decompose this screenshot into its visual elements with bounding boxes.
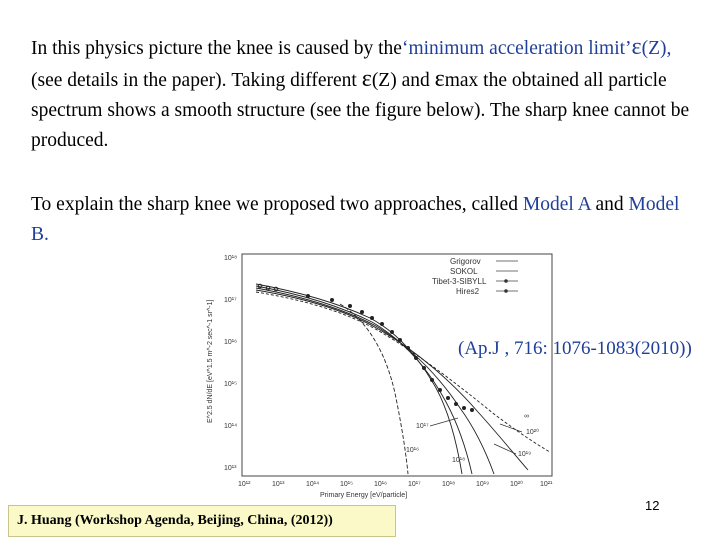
x-tick: 10¹²: [238, 481, 251, 488]
page-number: 12: [645, 498, 660, 513]
model-b-text: Model B: [31, 194, 680, 245]
legend-item: Tibet-3-SIBYLL: [432, 277, 487, 286]
curve-label: 10¹⁹: [518, 451, 531, 458]
curve-label: 10¹⁷: [416, 423, 429, 430]
footer-box: J. Huang (Workshop Agenda, Beijing, Chin…: [8, 505, 396, 537]
p1-term-min-accel: ‘minimum acceleration limit’: [401, 38, 632, 59]
x-tick: 10¹⁴: [306, 481, 319, 488]
curve-labels: 10¹⁷ 10²⁰ ∞ 10¹⁹ 10¹⁸ 10¹⁶: [406, 413, 539, 464]
x-tick: 10²¹: [540, 481, 553, 488]
p1-text-d: (see details in the paper). Taking diffe…: [31, 70, 362, 91]
paragraph-models: To explain the sharp knee we proposed tw…: [31, 190, 691, 250]
citation-annotation: (Ap.J , 716: 1076-1083(2010)): [458, 338, 692, 359]
data-points: [257, 283, 474, 412]
p1-text-e: (Z) and: [371, 70, 435, 91]
plot-frame: [241, 253, 553, 477]
p1-text-a: In this physics picture the knee is caus…: [31, 38, 402, 59]
y-axis-label: E^2.5 dN/dE [eV^1.5 m^-2 sec^-1 sr^-1]: [207, 300, 214, 423]
paragraph-knee-explanation: In this physics picture the knee is caus…: [31, 32, 701, 156]
p2-and: and: [590, 194, 629, 215]
p2-text-a: To explain the sharp knee we proposed tw…: [31, 194, 523, 215]
p1-term-z: (Z),: [641, 38, 672, 59]
y-tick: 10¹⁷: [224, 297, 237, 304]
x-axis-label: Primary Energy [eV/particle]: [320, 492, 407, 499]
curve-label: ∞: [524, 413, 529, 420]
y-tick: 10¹⁶: [224, 339, 237, 346]
curve-label: 10¹⁶: [406, 447, 419, 454]
x-tick: 10¹³: [272, 481, 285, 488]
legend-item: Hires2: [456, 287, 480, 296]
x-tick: 10¹⁹: [476, 481, 489, 488]
spectrum-figure: 10¹⁸ 10¹⁷ 10¹⁶ 10¹⁵ 10¹⁴ 10¹³ 10¹² 10¹³ …: [200, 248, 560, 500]
x-tick: 10¹⁸: [442, 481, 455, 488]
x-tick: 10¹⁶: [374, 481, 387, 488]
p2-dot: .: [44, 224, 49, 245]
y-tick: 10¹⁴: [224, 423, 237, 430]
x-tick: 10¹⁵: [340, 481, 353, 488]
x-tick: 10¹⁷: [408, 481, 421, 488]
x-tick: 10²⁰: [510, 480, 523, 488]
y-tick: 10¹³: [224, 465, 237, 472]
curve-label: 10²⁰: [526, 428, 539, 436]
epsilon-symbol: ε: [361, 66, 372, 92]
legend-item: Grigorov: [450, 257, 481, 266]
legend-item: SOKOL: [450, 267, 478, 276]
spectrum-plot: 10¹⁸ 10¹⁷ 10¹⁶ 10¹⁵ 10¹⁴ 10¹³ 10¹² 10¹³ …: [207, 253, 553, 499]
x-tick-labels: 10¹² 10¹³ 10¹⁴ 10¹⁵ 10¹⁶ 10¹⁷ 10¹⁸ 10¹⁹ …: [238, 480, 553, 488]
y-tick: 10¹⁵: [224, 381, 237, 388]
epsilon-symbol: ε: [434, 66, 445, 92]
curve-label: 10¹⁸: [452, 457, 465, 464]
spectrum-curves: [255, 283, 551, 475]
y-tick: 10¹⁸: [224, 255, 237, 262]
legend: Grigorov SOKOL Tibet-3-SIBYLL Hires2: [432, 257, 518, 296]
model-a-text: Model A: [522, 194, 591, 215]
y-tick-labels: 10¹⁸ 10¹⁷ 10¹⁶ 10¹⁵ 10¹⁴ 10¹³: [224, 255, 237, 472]
p1-text-f: max the obtained all particle spectrum s…: [31, 70, 690, 151]
epsilon-symbol: ε: [631, 34, 642, 60]
